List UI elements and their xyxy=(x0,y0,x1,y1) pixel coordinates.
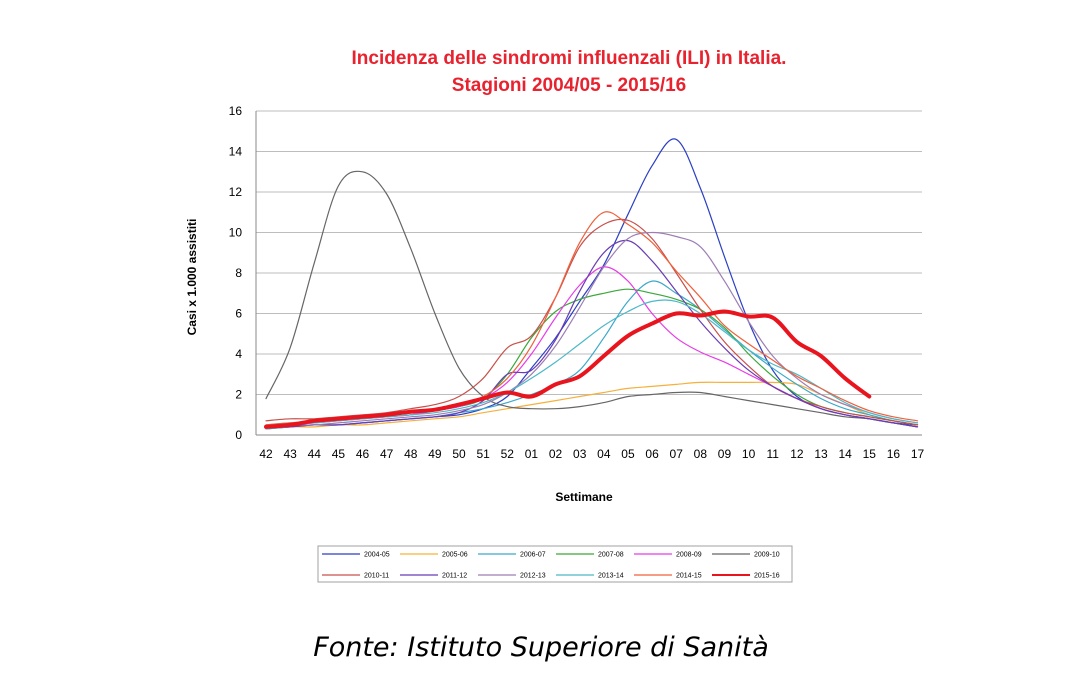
x-tick-label: 17 xyxy=(911,447,925,461)
series-line-2004-05 xyxy=(265,138,919,430)
x-tick-label: 07 xyxy=(670,447,684,461)
legend-label-2010-11: 2010-11 xyxy=(364,573,389,580)
x-tick-label: 03 xyxy=(573,447,587,461)
x-axis-label: Settimane xyxy=(555,490,613,504)
series-line-2015-16 xyxy=(264,309,872,429)
x-tick-label: 46 xyxy=(356,447,370,461)
legend-label-2004-05: 2004-05 xyxy=(364,552,390,559)
plot-grid xyxy=(255,110,922,436)
y-tick-label: 6 xyxy=(235,307,242,321)
x-tick-label: 45 xyxy=(332,447,346,461)
y-tick-label: 4 xyxy=(235,347,242,361)
x-tick-label: 02 xyxy=(549,447,563,461)
legend-label-2008-09: 2008-09 xyxy=(676,552,702,559)
legend-label-2012-13: 2012-13 xyxy=(520,573,546,580)
x-tick-label: 14 xyxy=(838,447,852,461)
x-tick-label: 01 xyxy=(525,447,539,461)
legend-label-2005-06: 2005-06 xyxy=(442,552,468,559)
source-caption: Fonte: Istituto Superiore di Sanità xyxy=(313,632,769,663)
x-tick-label: 09 xyxy=(718,447,732,461)
x-tick-label: 16 xyxy=(887,447,901,461)
chart-title-line-2: Stagioni 2004/05 - 2015/16 xyxy=(452,75,686,96)
x-tick-label: 08 xyxy=(694,447,708,461)
x-tick-label: 13 xyxy=(814,447,828,461)
chart-title-line-1: Incidenza delle sindromi influenzali (IL… xyxy=(352,48,787,69)
x-tick-label: 42 xyxy=(259,447,273,461)
series-line-2014-15 xyxy=(265,211,919,426)
x-tick-label: 04 xyxy=(597,447,611,461)
legend-label-2007-08: 2007-08 xyxy=(598,552,624,559)
x-tick-label: 15 xyxy=(863,447,877,461)
series-line-2008-09 xyxy=(265,266,919,428)
series-line-2009-10 xyxy=(265,170,919,428)
x-tick-label: 05 xyxy=(621,447,635,461)
y-tick-label: 12 xyxy=(229,185,243,199)
y-axis-ticks: 0 2 4 6 8 10 12 14 16 xyxy=(229,104,243,442)
x-axis-ticks: 42 43 44 45 46 47 48 49 50 51 52 01 02 03 04 05 06 07 08 09… xyxy=(259,447,924,461)
y-tick-label: 16 xyxy=(229,104,243,118)
x-tick-label: 43 xyxy=(283,447,297,461)
legend-label-2015-16: 2015-16 xyxy=(754,573,780,580)
legend: 2004-05 2005-06 2006-07 2007-08 2008-09 2009-… xyxy=(317,545,793,583)
x-tick-label: 06 xyxy=(645,447,659,461)
legend-label-2006-07: 2006-07 xyxy=(520,552,546,559)
series-line-2005-06 xyxy=(265,381,919,430)
y-tick-label: 0 xyxy=(235,428,242,442)
y-tick-label: 10 xyxy=(229,226,243,240)
series-lines xyxy=(264,138,919,430)
legend-label-2013-14: 2013-14 xyxy=(598,573,624,580)
x-tick-label: 47 xyxy=(380,447,394,461)
x-tick-label: 48 xyxy=(404,447,418,461)
x-tick-label: 44 xyxy=(308,447,322,461)
x-tick-label: 12 xyxy=(790,447,804,461)
y-axis-label: Casi x 1.000 assistiti xyxy=(185,219,199,336)
legend-label-2014-15: 2014-15 xyxy=(676,573,702,580)
legend-label-2009-10: 2009-10 xyxy=(754,552,780,559)
legend-label-2011-12: 2011-12 xyxy=(442,573,467,580)
x-tick-label: 52 xyxy=(501,447,515,461)
x-tick-label: 49 xyxy=(428,447,442,461)
series-line-2012-13 xyxy=(265,231,919,428)
x-tick-label: 11 xyxy=(767,447,780,461)
x-tick-label: 50 xyxy=(452,447,466,461)
x-tick-label: 10 xyxy=(742,447,756,461)
x-tick-label: 51 xyxy=(476,447,490,461)
series-line-2011-12 xyxy=(265,239,919,428)
y-tick-label: 2 xyxy=(235,388,242,402)
y-tick-label: 8 xyxy=(235,266,242,280)
y-tick-label: 14 xyxy=(229,145,243,159)
